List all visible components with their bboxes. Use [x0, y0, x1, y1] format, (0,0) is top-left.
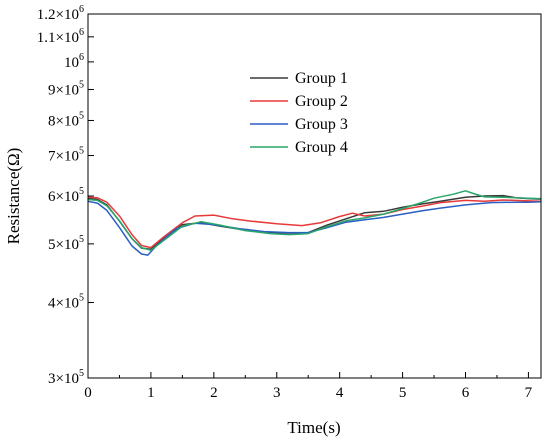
plot-lines — [87, 190, 542, 256]
x-tick-label: 3 — [273, 385, 281, 401]
legend: Group 1 Group 2 Group 3 Group 4 — [250, 70, 348, 156]
y-tick-label: 6×105 — [48, 186, 84, 205]
series-line-group-2 — [87, 196, 542, 249]
x-tick-label: 6 — [462, 385, 470, 401]
y-tick-label: 7×105 — [48, 146, 84, 165]
x-tick-label: 1 — [147, 385, 155, 401]
x-tick-label: 0 — [84, 385, 92, 401]
y-tick-label: 4×105 — [48, 292, 84, 311]
x-axis-title: Time(s) — [287, 418, 340, 437]
y-tick-label: 3×105 — [48, 368, 84, 387]
x-tick-label: 5 — [399, 385, 407, 401]
legend-label: Group 3 — [295, 116, 348, 133]
y-tick-label: 9×105 — [48, 80, 84, 99]
y-tick-label: 1.1×106 — [37, 27, 84, 46]
y-tick-label: 5×105 — [48, 234, 84, 253]
plot-frame — [87, 13, 542, 379]
y-axis: 3×105 4×105 5×105 6×105 7×105 8×105 9×105 106 1.… — [37, 4, 94, 387]
y-tick-label: 1.2×106 — [37, 4, 84, 23]
x-tick-label: 4 — [336, 385, 344, 401]
legend-label: Group 4 — [295, 139, 348, 156]
y-tick-label: 106 — [64, 52, 84, 71]
y-tick-label: 8×105 — [48, 110, 84, 129]
series-line-group-3 — [87, 200, 542, 256]
x-axis: 0 1 2 3 4 5 6 7 — [84, 372, 533, 401]
y-axis-title: Resistance(Ω) — [4, 148, 23, 245]
legend-label: Group 1 — [295, 70, 348, 87]
x-tick-label: 7 — [525, 385, 533, 401]
series-line-group-4 — [87, 190, 542, 252]
x-tick-label: 2 — [210, 385, 218, 401]
legend-label: Group 2 — [295, 93, 348, 110]
